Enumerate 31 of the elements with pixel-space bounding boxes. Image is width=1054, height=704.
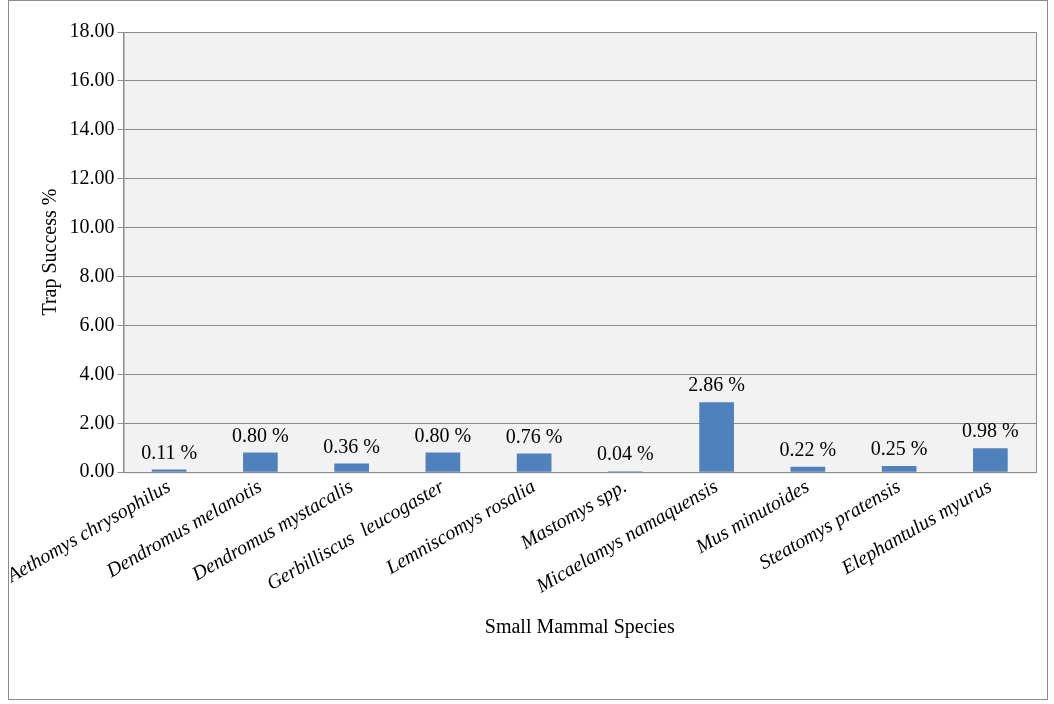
data-label: 2.86 % — [688, 373, 745, 396]
y-tick-label: 16.00 — [69, 68, 115, 91]
y-tick-label: 12.00 — [69, 165, 115, 188]
y-tick-label: 18.00 — [69, 19, 115, 42]
y-tick-label: 14.00 — [69, 117, 115, 140]
y-tick-label: 0.00 — [79, 459, 115, 482]
y-tick-label: 4.00 — [79, 361, 115, 384]
y-axis-title: Trap Success % — [37, 188, 61, 316]
data-label: 0.04 % — [597, 442, 654, 465]
data-label: 0.11 % — [141, 440, 198, 463]
bar — [699, 402, 734, 472]
y-tick-label: 10.00 — [69, 214, 115, 237]
x-axis-title: Small Mammal Species — [484, 615, 675, 639]
y-tick-label: 2.00 — [79, 410, 115, 433]
data-label: 0.36 % — [323, 434, 380, 457]
bar — [151, 469, 187, 472]
y-tick-label: 8.00 — [79, 263, 115, 286]
bar — [516, 453, 552, 472]
data-label: 0.98 % — [962, 419, 1019, 442]
bar — [425, 452, 461, 472]
bar — [881, 466, 917, 472]
bar — [243, 452, 278, 472]
data-label: 0.80 % — [232, 423, 289, 446]
y-tick-label: 6.00 — [79, 312, 115, 335]
bar — [334, 463, 369, 472]
data-label: 0.25 % — [870, 437, 928, 460]
bar — [973, 448, 1008, 472]
data-label: 0.22 % — [779, 438, 837, 461]
data-label: 0.76 % — [505, 424, 563, 447]
bar — [790, 466, 826, 472]
data-label: 0.80 % — [414, 423, 472, 446]
